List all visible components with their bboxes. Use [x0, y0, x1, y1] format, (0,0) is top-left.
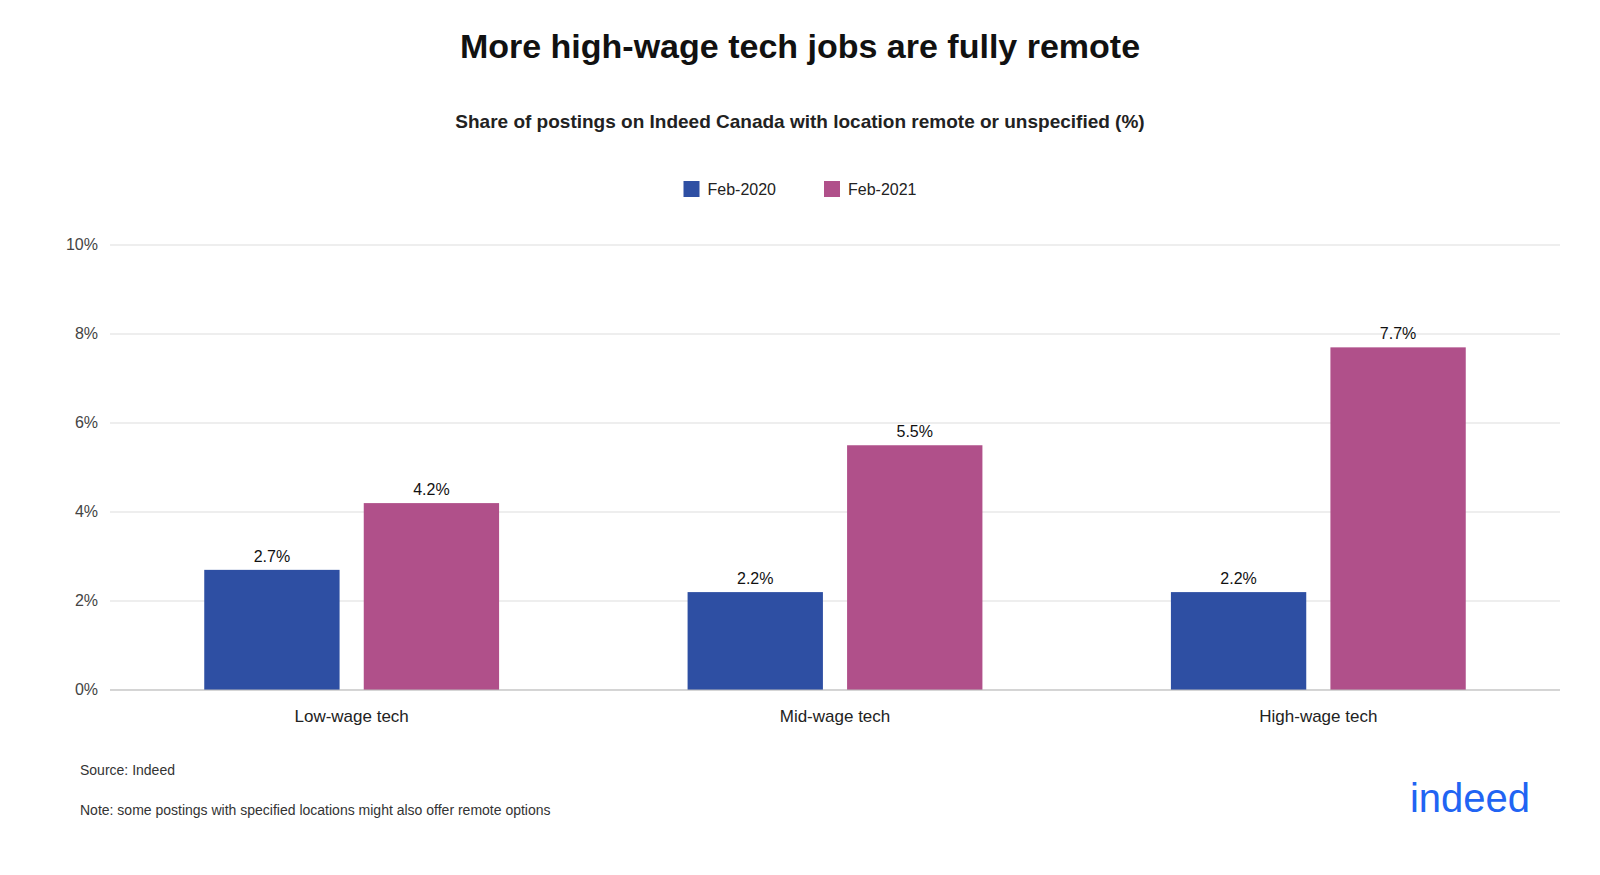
title: More high-wage tech jobs are fully remot…: [460, 27, 1140, 65]
x-tick-label: High-wage tech: [1259, 707, 1377, 726]
data-label: 2.2%: [1220, 570, 1256, 587]
legend-swatch: [824, 181, 840, 197]
annotations: Source: Indeed Note: some postings with s…: [80, 762, 1530, 820]
y-tick-label: 2%: [75, 592, 98, 609]
y-tick-label: 4%: [75, 503, 98, 520]
legend-label: Feb-2021: [848, 181, 917, 198]
bar: [847, 445, 982, 690]
legend-swatch: [684, 181, 700, 197]
chart: More high-wage tech jobs are fully remot…: [0, 0, 1600, 875]
grid-line: [110, 690, 1560, 691]
y-tick-label: 6%: [75, 414, 98, 431]
y-tick-label: 10%: [66, 236, 98, 253]
data-label: 2.2%: [737, 570, 773, 587]
bar: [688, 592, 823, 690]
grid: [110, 245, 1560, 690]
y-tick-label: 0%: [75, 681, 98, 698]
data-labels: 2.7% 2.2% 2.2% 4.2% 5.5% 7.7%: [254, 325, 1417, 587]
legend-label: Feb-2020: [708, 181, 777, 198]
x-tick-label: Low-wage tech: [294, 707, 408, 726]
bar: [364, 503, 499, 690]
data-label: 7.7%: [1380, 325, 1416, 342]
legend-item: Feb-2021: [824, 181, 917, 198]
x-tick-labels: Low-wage tech Mid-wage tech High-wage tech: [294, 707, 1377, 726]
y-tick-labels: 0% 2% 4% 6% 8% 10%: [66, 236, 98, 698]
legend-item: Feb-2020: [684, 181, 777, 198]
grid-line: [110, 334, 1560, 335]
y-tick-label: 8%: [75, 325, 98, 342]
subtitle: Share of postings on Indeed Canada with …: [455, 111, 1144, 132]
bars: [204, 347, 1466, 690]
data-label: 4.2%: [413, 481, 449, 498]
page: {"chart_data": { "type": "bar", "title":…: [0, 0, 1600, 875]
bar: [1171, 592, 1306, 690]
legend: Feb-2020 Feb-2021: [684, 181, 917, 198]
x-axis-line: [110, 690, 1560, 691]
logo: indeed: [1410, 776, 1530, 820]
x-tick-label: Mid-wage tech: [780, 707, 891, 726]
note: Note: some postings with specified locat…: [80, 802, 551, 818]
bar: [204, 570, 339, 690]
data-label: 5.5%: [897, 423, 933, 440]
data-label: 2.7%: [254, 548, 290, 565]
grid-line: [110, 245, 1560, 246]
source: Source: Indeed: [80, 762, 175, 778]
bar: [1330, 347, 1465, 690]
